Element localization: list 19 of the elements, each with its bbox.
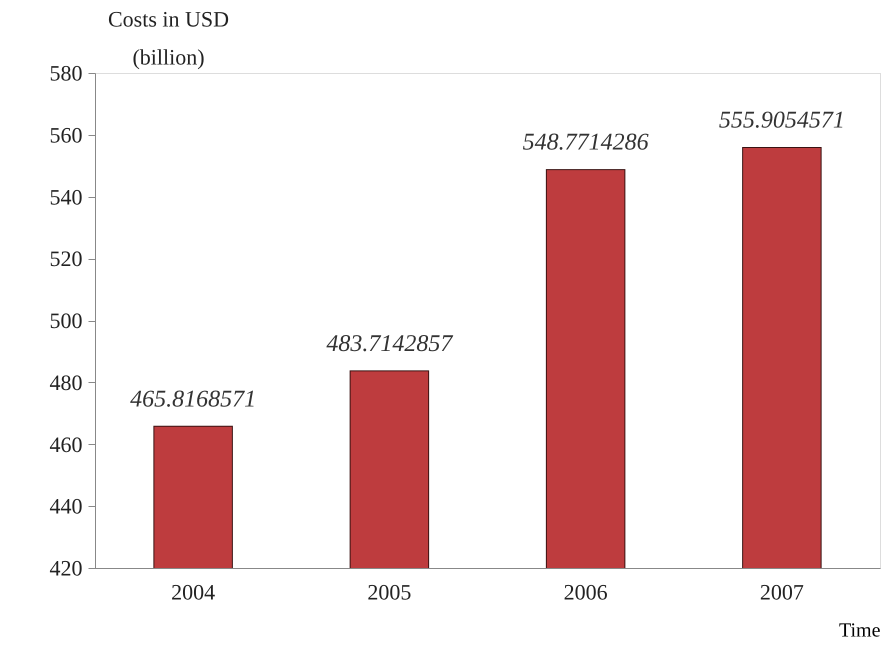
x-tick-label: 2006 bbox=[564, 580, 608, 604]
data-label: 555.9054571 bbox=[718, 108, 845, 134]
y-tick-label: 500 bbox=[50, 308, 82, 333]
y-tick-label: 580 bbox=[50, 60, 82, 86]
y-tick-label: 520 bbox=[50, 246, 82, 272]
y-tick-label: 540 bbox=[50, 184, 82, 210]
y-tick-label: 460 bbox=[50, 432, 82, 457]
y-tick-label: 420 bbox=[50, 556, 82, 580]
data-label: 465.8168571 bbox=[130, 386, 256, 412]
data-label: 548.7714286 bbox=[522, 130, 649, 156]
x-tick-label: 2007 bbox=[760, 580, 804, 604]
y-axis-title: Costs in USD (billion) bbox=[108, 6, 230, 70]
y-tick-label: 440 bbox=[50, 494, 82, 519]
y-tick-label: 560 bbox=[50, 122, 82, 148]
data-label: 483.7142857 bbox=[326, 330, 454, 357]
x-tick-label: 2005 bbox=[367, 580, 412, 604]
x-tick-label: 2004 bbox=[171, 580, 216, 604]
x-axis-title: Time bbox=[838, 620, 881, 642]
y-tick-label: 480 bbox=[50, 370, 82, 395]
